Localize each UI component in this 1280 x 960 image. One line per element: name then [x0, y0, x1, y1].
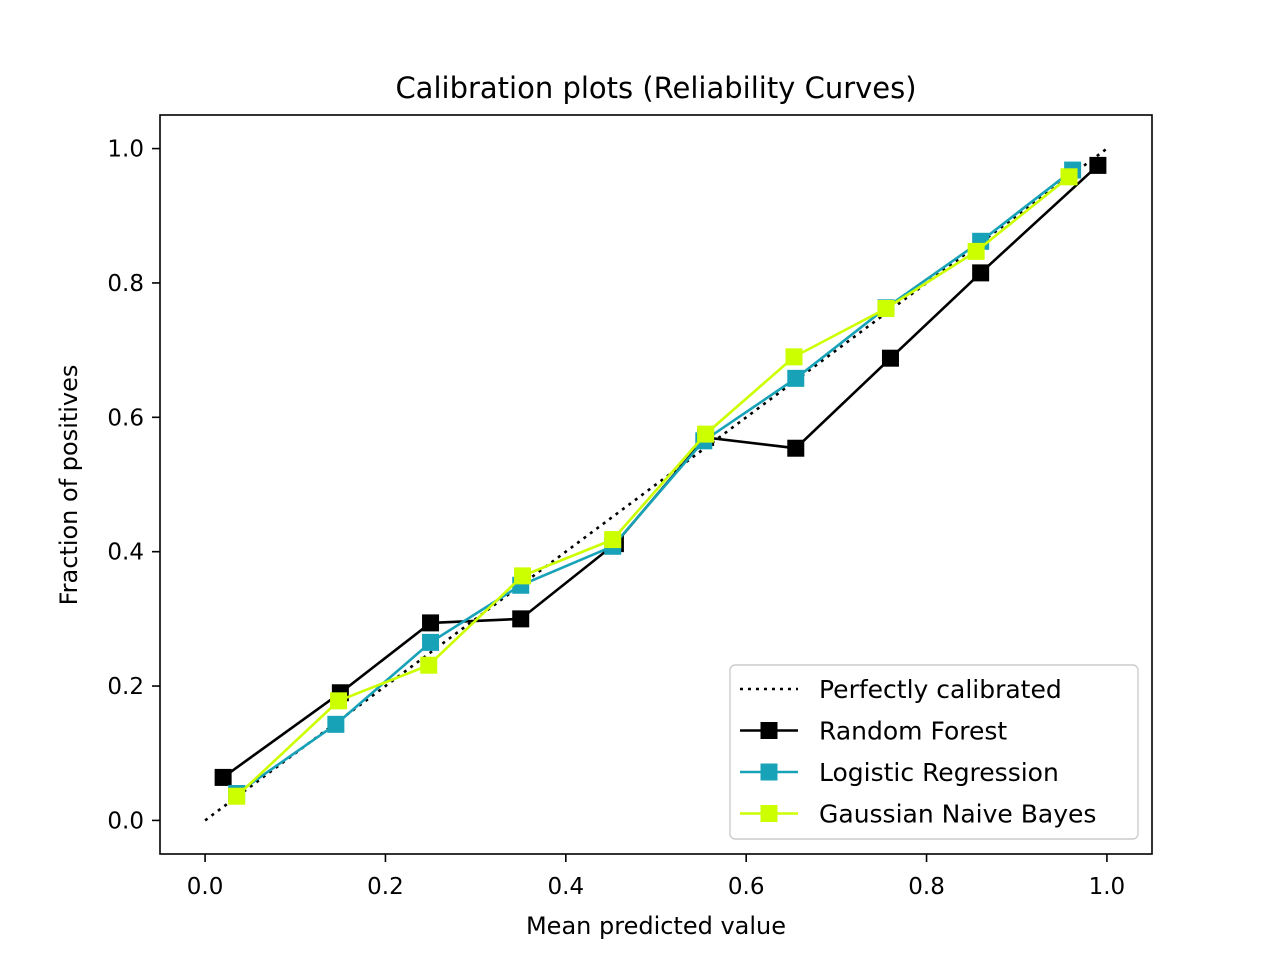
x-axis: 0.0 0.2 0.4 0.6 0.8 1.0 — [187, 854, 1125, 900]
legend-box — [729, 664, 1139, 840]
legend-label: Perfectly calibrated — [819, 675, 1062, 704]
x-tick-label: 1.0 — [1089, 874, 1126, 900]
data-point-3 — [967, 242, 985, 260]
legend: Perfectly calibrated Random Forest Logisti… — [729, 664, 1139, 840]
data-point-2 — [327, 715, 345, 733]
data-point-3 — [228, 787, 246, 805]
chart-title: Calibration plots (Reliability Curves) — [395, 71, 916, 105]
legend-label: Logistic Regression — [819, 758, 1059, 787]
data-point-1 — [1089, 156, 1107, 174]
data-point-1 — [512, 610, 530, 628]
data-point-3 — [330, 692, 348, 710]
data-point-1 — [972, 264, 990, 282]
data-point-2 — [787, 369, 805, 387]
y-tick-label: 0.2 — [107, 674, 144, 700]
data-point-3 — [420, 656, 438, 674]
legend-marker — [760, 805, 778, 822]
data-point-3 — [514, 567, 532, 585]
plot-layer — [204, 147, 1108, 822]
data-point-1 — [214, 768, 232, 786]
legend-marker — [760, 763, 778, 781]
x-tick-label: 0.6 — [728, 874, 765, 900]
y-axis: 0.0 0.2 0.4 0.6 0.8 1.0 — [107, 137, 160, 834]
data-point-1 — [787, 439, 805, 457]
data-point-3 — [1060, 168, 1078, 186]
y-tick-label: 0.4 — [107, 540, 144, 566]
y-axis-label: Fraction of positives — [55, 365, 83, 606]
legend-label: Random Forest — [819, 717, 1007, 746]
x-axis-label: Mean predicted value — [526, 912, 786, 940]
data-point-1 — [422, 614, 440, 632]
data-point-3 — [697, 425, 715, 443]
legend-marker — [760, 722, 778, 739]
y-tick-label: 0.8 — [107, 271, 144, 297]
data-point-3 — [877, 299, 895, 317]
y-tick-label: 0.6 — [107, 405, 144, 431]
data-point-3 — [604, 531, 622, 549]
x-tick-label: 0.2 — [367, 874, 404, 900]
y-tick-label: 1.0 — [107, 137, 144, 163]
legend-label: Gaussian Naive Bayes — [819, 800, 1096, 829]
series-line-3 — [235, 175, 1070, 798]
plot-frame — [159, 114, 1153, 855]
series-line-0 — [204, 147, 1108, 822]
data-point-3 — [785, 348, 803, 366]
data-point-1 — [881, 349, 899, 367]
x-tick-label: 0.4 — [548, 874, 585, 900]
x-tick-label: 0.0 — [187, 874, 224, 900]
data-point-2 — [422, 633, 440, 651]
x-tick-label: 0.8 — [908, 874, 945, 900]
y-tick-label: 0.0 — [107, 808, 144, 834]
